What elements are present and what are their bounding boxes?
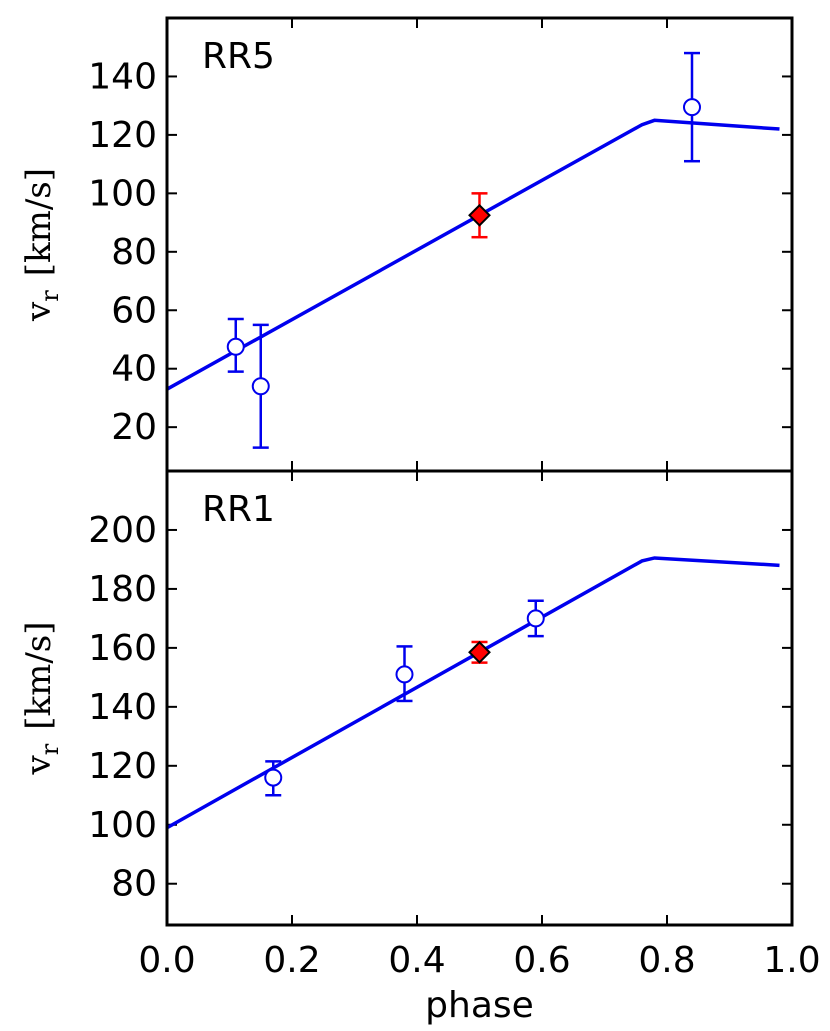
y-tick-label: 160 [88, 628, 157, 669]
y-tick-label: 200 [88, 510, 157, 551]
y-tick-label: 80 [111, 232, 157, 273]
x-tick-label: 0.2 [263, 940, 320, 981]
y-tick-label: 140 [88, 687, 157, 728]
y-tick-label: 120 [88, 746, 157, 787]
y-tick-label: 60 [111, 290, 157, 331]
circle-marker [264, 768, 283, 787]
y-axis-symbol: v [19, 301, 59, 322]
circle-point [226, 317, 245, 373]
y-axis-units: [km/s] [19, 168, 59, 276]
panel-rr5: 20 40 60 80 100 120 140 RR5 vr [km/s] [19, 16, 794, 473]
circle-point [251, 323, 270, 449]
y-tick-label: 80 [111, 864, 157, 905]
circle-marker [526, 609, 545, 628]
panel-label: RR1 [202, 489, 275, 530]
y-tick-label: 20 [111, 407, 157, 448]
y-tick-label: 140 [88, 56, 157, 97]
x-tick-label: 0.0 [138, 940, 195, 981]
y-axis-symbol: v [19, 754, 59, 775]
y-axis-label: vr [km/s] [19, 622, 64, 776]
y-tick-label: 120 [88, 115, 157, 156]
diamond-point [468, 192, 491, 239]
circle-point [395, 645, 414, 703]
model-curve [167, 556, 780, 830]
x-tick-label: 1.0 [763, 940, 820, 981]
y-axis-subscript: r [36, 743, 64, 755]
y-tick-label: 100 [88, 173, 157, 214]
circle-point [264, 760, 283, 797]
x-tick-label: 0.8 [638, 940, 695, 981]
model-curve [167, 118, 780, 391]
panel-label: RR5 [202, 36, 275, 77]
circle-point [526, 599, 545, 638]
y-tick-label: 40 [111, 349, 157, 390]
circle-marker [395, 665, 414, 684]
circle-marker [226, 337, 245, 356]
diamond-point [468, 640, 491, 664]
panel-frame [165, 469, 794, 927]
y-axis-units: [km/s] [19, 622, 59, 730]
x-tick-label: 0.4 [388, 940, 445, 981]
y-tick-label: 100 [88, 805, 157, 846]
y-axis-subscript: r [36, 290, 64, 302]
circle-marker [251, 377, 270, 396]
circle-point [683, 51, 701, 163]
diamond-marker [468, 640, 491, 664]
x-axis-label: phase [425, 985, 534, 1026]
y-tick-label: 180 [88, 569, 157, 610]
panel-rr1: 80 100 120 140 160 180 200 RR1 vr [km/s] 0.0 0.2 0.4… [19, 469, 821, 1026]
y-axis-label: vr [km/s] [19, 168, 64, 322]
circle-marker [683, 98, 701, 117]
x-tick-label: 0.6 [513, 940, 570, 981]
diamond-marker [468, 203, 491, 227]
